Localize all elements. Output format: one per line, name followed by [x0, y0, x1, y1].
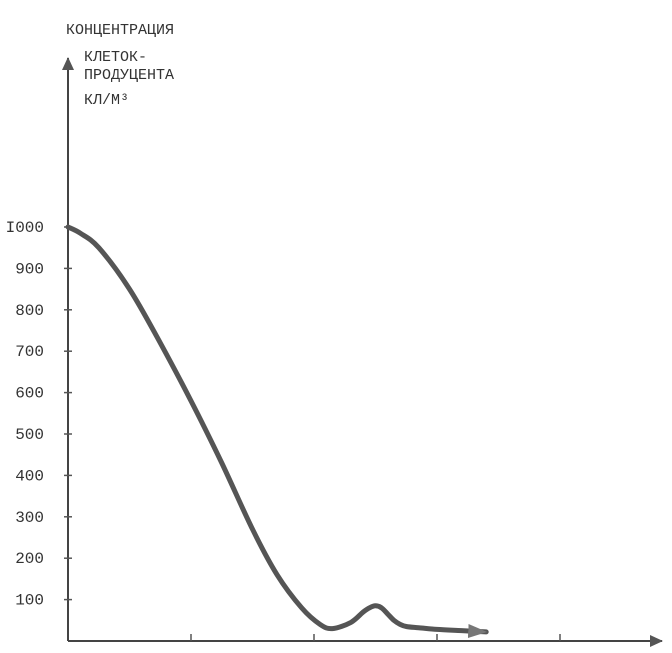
y-tick-label: 500 [15, 426, 44, 444]
y-tick-label: 300 [15, 509, 44, 527]
series-curve [65, 224, 489, 639]
y-tick-label: I000 [6, 219, 44, 237]
x-ticks [190, 634, 561, 641]
y-tick-label: 800 [15, 302, 44, 320]
ylabel-line-1: КОНЦЕНТРАЦИЯ [66, 22, 174, 39]
ylabel-line-3: ПРОДУЦЕНТА [84, 67, 174, 84]
ylabel-line-4: КЛ/М³ [84, 92, 129, 109]
y-tick-label: 900 [15, 260, 44, 278]
y-ticks: 100 200 300 400 500 600 700 800 900 I000 [6, 219, 72, 610]
y-tick-label: 600 [15, 385, 44, 403]
y-tick-label: 100 [15, 592, 44, 610]
y-tick-label: 400 [15, 467, 44, 485]
ylabel-line-2: КЛЕТОК- [84, 49, 147, 66]
y-tick-label: 700 [15, 343, 44, 361]
y-tick-label: 200 [15, 550, 44, 568]
